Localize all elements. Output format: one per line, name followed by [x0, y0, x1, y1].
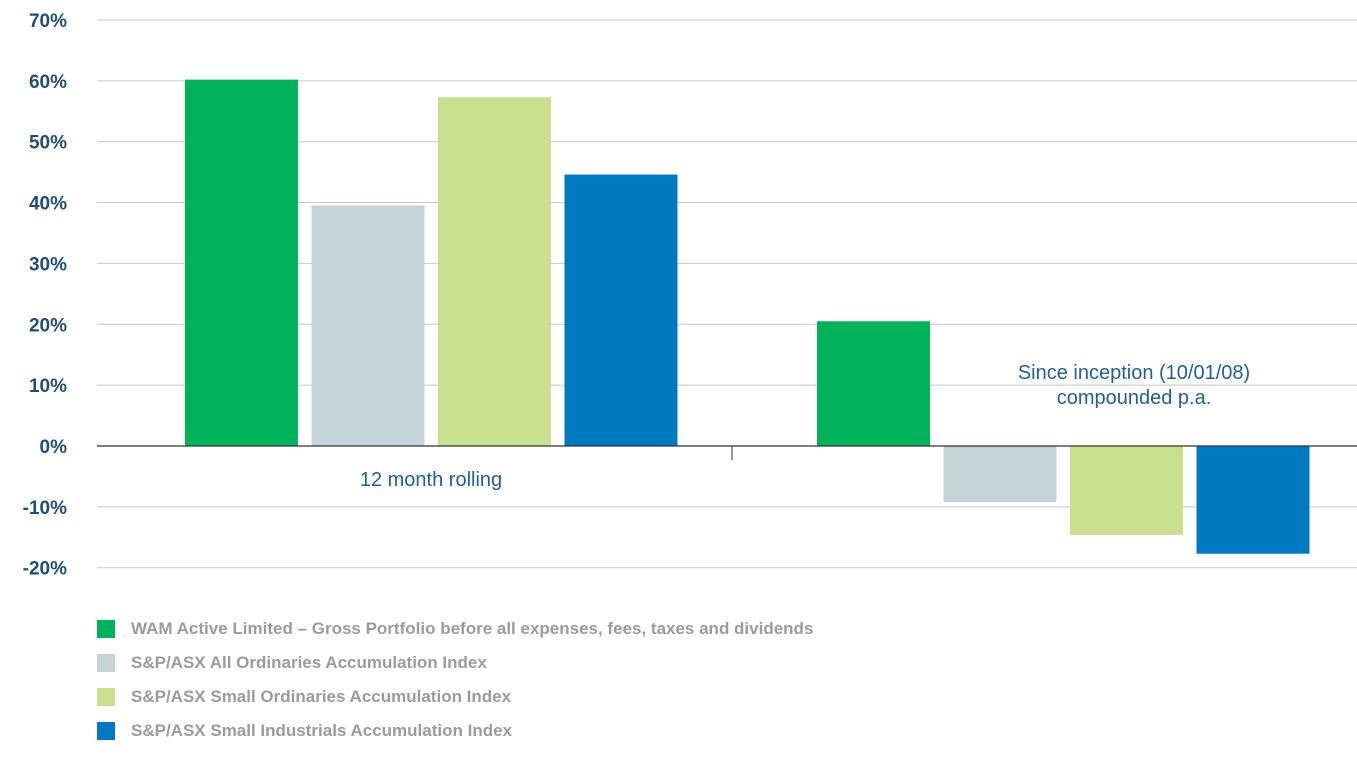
y-tick-label: 60% [29, 72, 67, 93]
gridlines [97, 19, 1357, 569]
legend-swatch [97, 654, 115, 672]
legend-swatch [97, 722, 115, 740]
y-tick-label: 70% [29, 11, 67, 32]
y-tick-label: 40% [29, 194, 67, 215]
x-axis [97, 445, 1357, 460]
legend-item: S&P/ASX All Ordinaries Accumulation Inde… [97, 653, 813, 673]
bars [185, 79, 1310, 554]
legend-item: S&P/ASX Small Industrials Accumulation I… [97, 721, 813, 741]
bar [943, 446, 1057, 502]
bar [1196, 446, 1310, 554]
category-labels: 12 month rolling Since inception (10/01/0… [360, 362, 1250, 491]
category-label: compounded p.a. [1057, 387, 1212, 409]
bar [438, 97, 551, 446]
category-label: 12 month rolling [360, 469, 502, 491]
y-tick-label: 10% [29, 376, 67, 397]
legend-swatch [97, 688, 115, 706]
y-tick-label: -20% [23, 559, 67, 580]
legend-label: WAM Active Limited – Gross Portfolio bef… [131, 619, 814, 638]
bar [185, 79, 298, 446]
y-axis-tick-labels: 70% 60% 50% 40% 30% 20% 10% 0% -10% -20% [23, 11, 67, 580]
y-tick-label: 30% [29, 254, 67, 275]
legend-item: S&P/ASX Small Ordinaries Accumulation In… [97, 687, 813, 707]
legend-label: S&P/ASX Small Ordinaries Accumulation In… [131, 687, 512, 706]
category-label: Since inception (10/01/08) [1018, 362, 1250, 384]
bar [311, 205, 425, 446]
bar [1070, 446, 1183, 535]
legend-label: S&P/ASX All Ordinaries Accumulation Inde… [131, 653, 487, 672]
y-tick-label: 0% [40, 437, 68, 458]
legend-swatch [97, 620, 115, 638]
y-tick-label: -10% [23, 498, 67, 519]
legend-item: WAM Active Limited – Gross Portfolio bef… [97, 619, 813, 639]
y-tick-label: 20% [29, 315, 67, 336]
bar-chart: 70% 60% 50% 40% 30% 20% 10% 0% -10% -20% 12 month… [23, 11, 1357, 580]
bar [564, 174, 678, 447]
legend: WAM Active Limited – Gross Portfolio bef… [97, 619, 813, 755]
y-tick-label: 50% [29, 133, 67, 154]
bar [817, 321, 930, 446]
legend-label: S&P/ASX Small Industrials Accumulation I… [131, 721, 513, 740]
